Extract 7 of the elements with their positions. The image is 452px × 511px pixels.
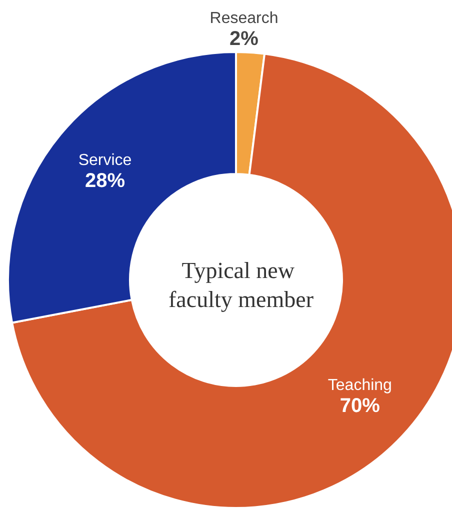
data-label: 28%: [84, 170, 126, 192]
slice-label: Service: [78, 152, 132, 170]
text: Typical new faculty member: [168, 258, 314, 312]
data-label: 70%: [340, 394, 380, 417]
slice-label: Research: [210, 10, 278, 27]
slice-label: Teaching: [328, 376, 392, 394]
data-label: 2%: [230, 28, 259, 50]
